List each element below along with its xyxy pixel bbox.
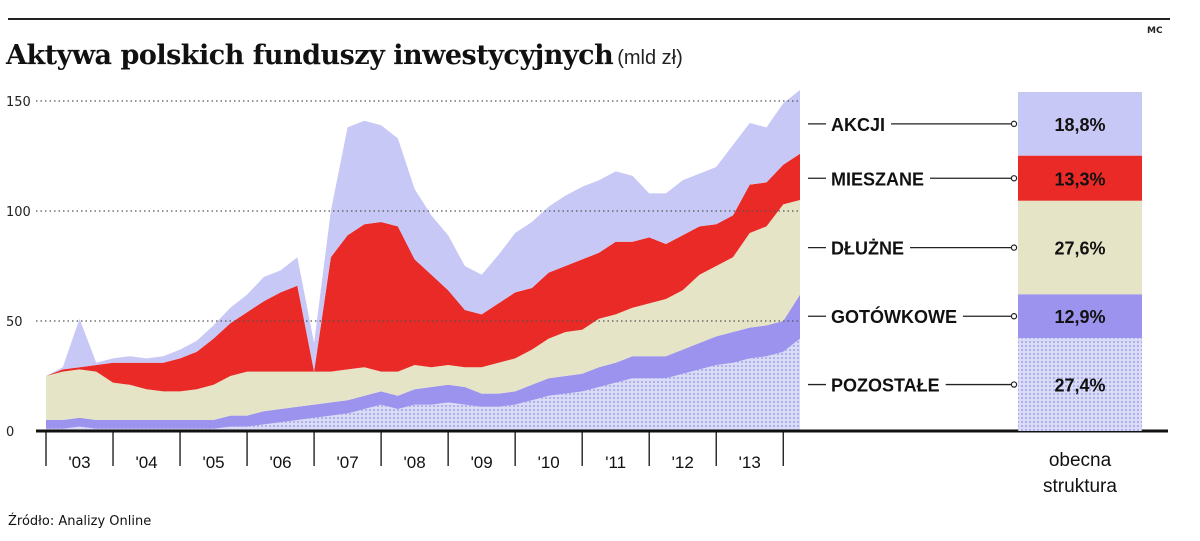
- x-tick-label: '04: [135, 453, 157, 472]
- source-note: Źródło: Analizy Online: [8, 514, 152, 529]
- structure-percent-dluzne: 27,6%: [1054, 239, 1105, 259]
- x-tick-label: '12: [672, 453, 694, 472]
- legend-leader-dot: [1010, 244, 1018, 251]
- x-tick-label: '10: [538, 453, 560, 472]
- legend-leader-dot: [1010, 175, 1018, 182]
- legend-leader-dot: [1010, 381, 1018, 388]
- structure-percent-mieszane: 13,3%: [1054, 169, 1105, 189]
- y-axis-ticks: 0 50 100 150: [6, 95, 31, 440]
- grid-lines: [36, 100, 800, 322]
- x-tick-label: '07: [337, 453, 359, 472]
- x-tick-label: '03: [68, 453, 90, 472]
- x-tick-label: '08: [404, 453, 426, 472]
- chart-title-block: Aktywa polskich funduszy inwestycyjnych(…: [6, 40, 683, 71]
- x-axis: '03 '04 '05 '06 '07 '08 '09 '10 '11 '12 '13: [36, 429, 1168, 472]
- legend: AKCJI MIESZANE DŁUŻNE GOTÓWKOWE POZOSTAŁE: [808, 115, 1018, 396]
- area-mieszane: [46, 153, 800, 392]
- structure-label-line: struktura: [1043, 476, 1117, 497]
- area-dluzne: [46, 200, 800, 420]
- legend-label-pozostale: POZOSTAŁE: [831, 376, 940, 396]
- structure-percent-pozostale: 27,4%: [1054, 376, 1105, 396]
- x-tick-label: '06: [269, 453, 291, 472]
- legend-label-mieszane: MIESZANE: [831, 169, 924, 189]
- x-tick-label: '13: [739, 453, 761, 472]
- area-akcji: [46, 90, 800, 376]
- structure-segment-dluzne: [1018, 200, 1142, 295]
- legend-leader-dot: [1010, 313, 1018, 320]
- y-tick-label-100: 100: [6, 205, 31, 220]
- x-tick-label: '05: [202, 453, 224, 472]
- structure-percent-gotowkowe: 12,9%: [1054, 307, 1105, 327]
- structure-percent-akcji: 18,8%: [1054, 115, 1105, 135]
- chart-title: Aktywa polskich funduszy inwestycyjnych: [6, 40, 614, 71]
- legend-label-gotowkowe: GOTÓWKOWE: [831, 306, 957, 327]
- y-tick-label-0: 0: [6, 425, 14, 440]
- x-tick-label: '09: [471, 453, 493, 472]
- structure-segment-gotowkowe: [1018, 294, 1142, 339]
- current-structure-bar: 18,8% 13,3% 27,6% 12,9% 27,4% obecna struktura: [1018, 92, 1142, 497]
- area-gotowkowe: [46, 294, 800, 429]
- structure-segment-pozostale: [1018, 338, 1142, 431]
- y-tick-label-150: 150: [6, 95, 31, 110]
- chart-unit: (mld zł): [617, 47, 683, 69]
- stacked-areas: [46, 90, 800, 431]
- structure-label-line: obecna: [1049, 450, 1112, 471]
- y-tick-label-50: 50: [6, 315, 23, 330]
- legend-label-dluzne: DŁUŻNE: [831, 239, 904, 259]
- chart-canvas: 0 50 100 150 '03 '04 '05 '06 '07 '08 '09 '10 '11 '12…: [6, 90, 1168, 497]
- structure-segment-mieszane: [1018, 155, 1142, 201]
- top-rule: [8, 18, 1170, 20]
- legend-leader-dot: [1010, 120, 1018, 128]
- author-credit: MC: [1147, 26, 1163, 36]
- legend-label-akcji: AKCJI: [831, 115, 885, 135]
- x-tick-label: '11: [605, 453, 626, 472]
- area-pozostale: [46, 338, 800, 431]
- structure-segment-akcji: [1018, 92, 1142, 156]
